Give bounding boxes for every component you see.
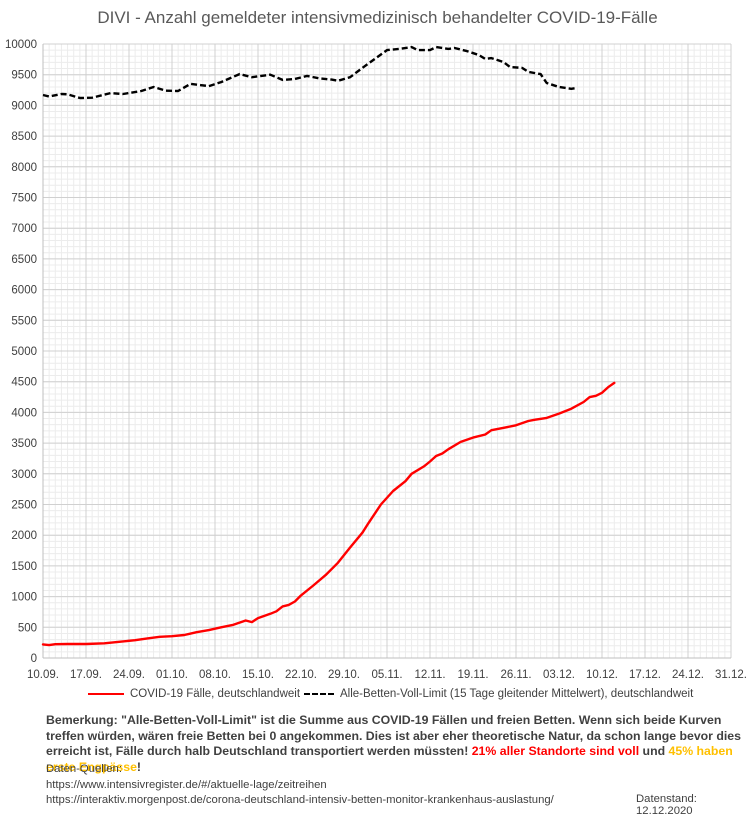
- y-tick-label: 0: [31, 653, 37, 665]
- y-tick-label: 9000: [11, 100, 37, 112]
- y-tick-label: 1500: [11, 561, 37, 573]
- y-tick-label: 8500: [11, 131, 37, 143]
- y-tick-label: 7500: [11, 193, 37, 205]
- legend-item-limit: Alle-Betten-Voll-Limit (15 Tage gleitend…: [304, 688, 693, 700]
- x-tick-label: 31.12.: [715, 669, 747, 681]
- x-tick-label: 12.11.: [414, 669, 445, 681]
- x-axis-ticks: 10.09. 17.09. 24.09. 01.10. 08.10. 15.10. 22.1…: [27, 669, 747, 681]
- y-tick-label: 5000: [11, 346, 37, 358]
- legend-red-line-icon: [88, 693, 124, 695]
- x-tick-label: 03.12.: [543, 669, 575, 681]
- source-url-2[interactable]: https://interaktiv.morgenpost.de/corona-…: [46, 793, 554, 809]
- major-grid: [43, 44, 731, 658]
- y-tick-label: 4000: [11, 407, 37, 419]
- y-tick-label: 6000: [11, 285, 37, 297]
- remark-red-highlight: 21% aller Standorte sind voll: [472, 744, 639, 758]
- y-tick-label: 3000: [11, 469, 37, 481]
- x-tick-label: 26.11.: [500, 669, 531, 681]
- line-chart: 0 500 1000 1500 2000 2500 3000 3500 4000 4500 5000…: [0, 0, 755, 685]
- y-tick-label: 500: [18, 622, 37, 634]
- legend-item-covid: COVID-19 Fälle, deutschlandweit: [88, 688, 300, 700]
- y-tick-label: 1000: [11, 592, 37, 604]
- x-tick-label: 15.10.: [242, 669, 274, 681]
- y-tick-label: 10000: [5, 39, 37, 51]
- y-tick-label: 3500: [11, 438, 37, 450]
- source-url-1[interactable]: https://www.intensivregister.de/#/aktuel…: [46, 778, 554, 794]
- data-sources: Daten-Quellen: https://www.intensivregis…: [46, 762, 554, 809]
- x-tick-label: 17.09.: [70, 669, 102, 681]
- y-tick-label: 2000: [11, 530, 37, 542]
- x-tick-label: 19.11.: [457, 669, 488, 681]
- legend-label-covid: COVID-19 Fälle, deutschlandweit: [130, 688, 300, 700]
- y-tick-label: 2500: [11, 500, 37, 512]
- x-tick-label: 24.09.: [113, 669, 145, 681]
- y-axis-ticks: 0 500 1000 1500 2000 2500 3000 3500 4000 4500 5000…: [5, 39, 37, 665]
- y-tick-label: 6500: [11, 254, 37, 266]
- sources-heading: Daten-Quellen:: [46, 762, 554, 778]
- y-tick-label: 5500: [11, 315, 37, 327]
- legend-label-limit: Alle-Betten-Voll-Limit (15 Tage gleitend…: [340, 688, 693, 700]
- y-tick-label: 8000: [11, 162, 37, 174]
- y-tick-label: 9500: [11, 70, 37, 82]
- x-tick-label: 29.10.: [328, 669, 360, 681]
- x-tick-label: 08.10.: [199, 669, 231, 681]
- x-tick-label: 24.12.: [672, 669, 704, 681]
- x-tick-label: 22.10.: [285, 669, 317, 681]
- y-tick-label: 7000: [11, 223, 37, 235]
- data-date: Datenstand: 12.12.2020: [636, 793, 755, 817]
- x-tick-label: 01.10.: [156, 669, 188, 681]
- x-tick-label: 10.09.: [27, 669, 59, 681]
- legend-dashed-line-icon: [304, 693, 334, 695]
- x-tick-label: 05.11.: [371, 669, 402, 681]
- y-tick-label: 4500: [11, 377, 37, 389]
- x-tick-label: 10.12.: [586, 669, 618, 681]
- remark-middle: und: [639, 744, 668, 758]
- x-tick-label: 17.12.: [629, 669, 661, 681]
